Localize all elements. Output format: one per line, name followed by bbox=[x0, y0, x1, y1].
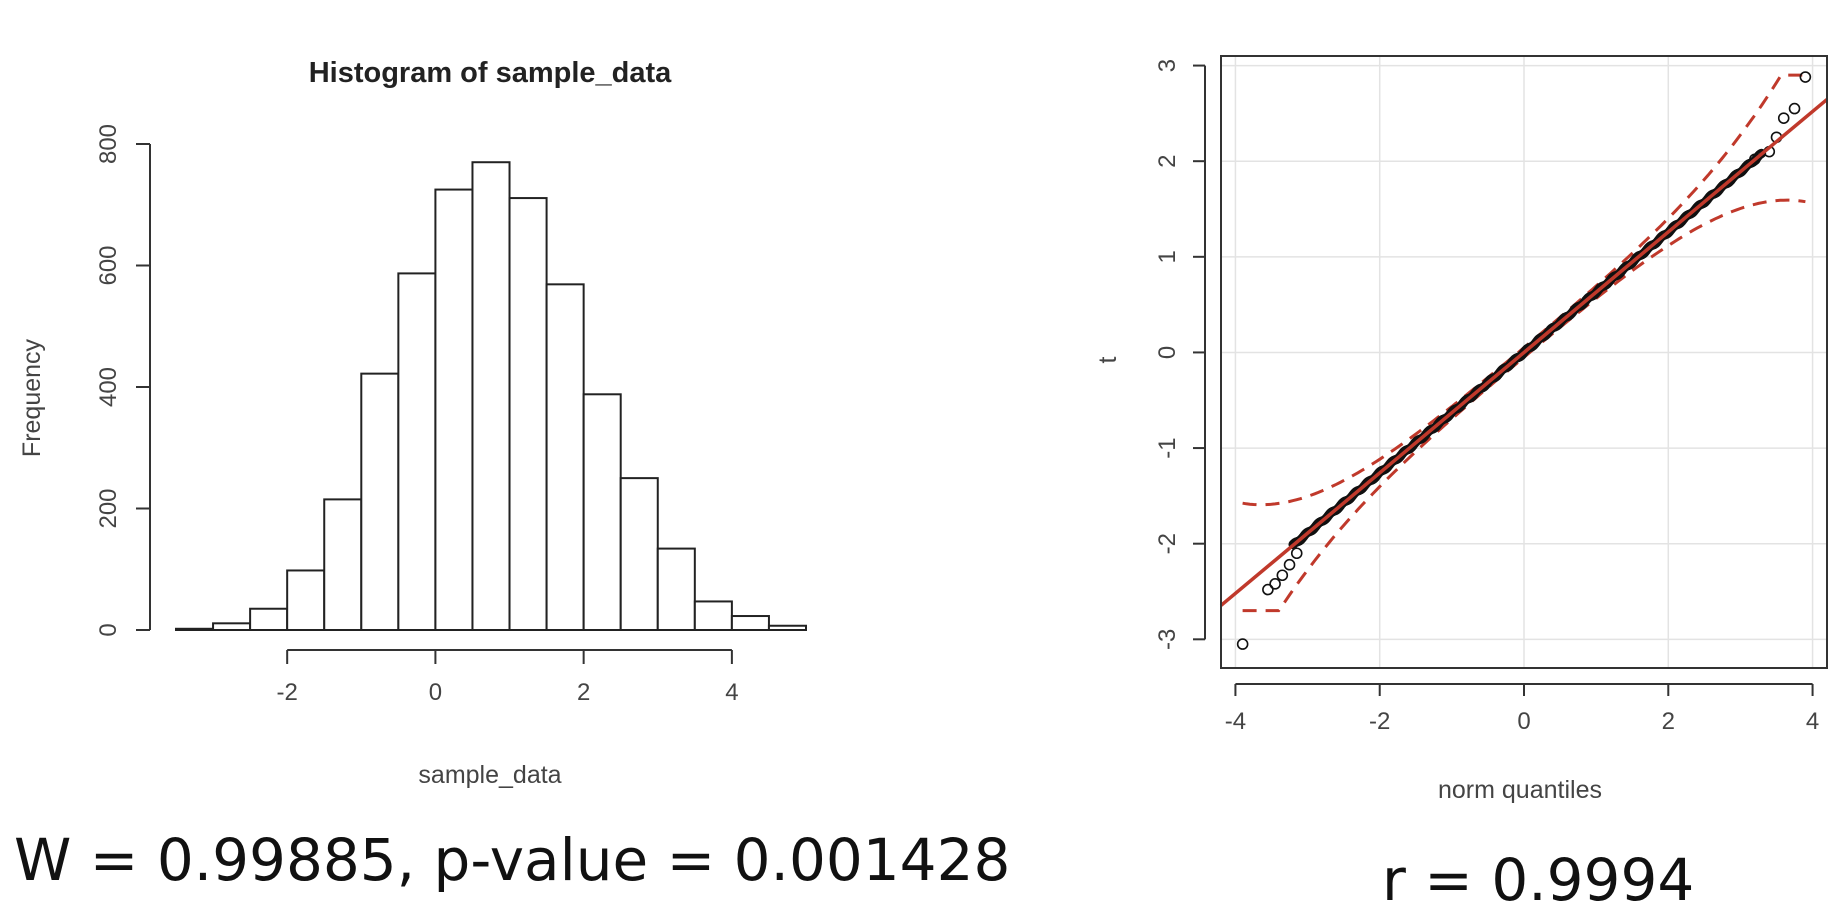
histogram-y-tick-label: 800 bbox=[95, 124, 122, 164]
histogram-bar bbox=[249, 607, 289, 631]
histogram-title: Histogram of sample_data bbox=[309, 57, 672, 89]
histogram-bar bbox=[545, 283, 585, 631]
histogram-y-tick-label: 200 bbox=[95, 488, 122, 528]
qq-x-tick-label: -4 bbox=[1225, 708, 1246, 735]
histogram-bar bbox=[619, 477, 659, 631]
histogram-bar bbox=[471, 161, 511, 631]
qq-x-tick-label: -2 bbox=[1369, 708, 1390, 735]
qq-points bbox=[1236, 71, 1812, 650]
qq-point bbox=[1749, 153, 1761, 166]
qq-reference-line bbox=[1219, 98, 1829, 607]
histogram-bar bbox=[508, 197, 548, 631]
histogram-bars bbox=[175, 161, 807, 632]
qq-point bbox=[1754, 150, 1764, 161]
histogram-bar bbox=[582, 393, 622, 632]
histogram-bar bbox=[397, 272, 437, 631]
histogram-x-tick-label: -2 bbox=[277, 679, 298, 706]
qq-x-axis: -4 -2 0 2 4 bbox=[1225, 683, 1819, 735]
shapiro-test-result: W = 0.99885, p-value = 0.001428 bbox=[14, 826, 1011, 894]
qq-plot-frame bbox=[1220, 55, 1828, 669]
histogram-bar bbox=[323, 498, 363, 632]
qq-point bbox=[1799, 71, 1812, 83]
histogram-bar bbox=[212, 622, 252, 632]
qq-plot: -3 -2 -1 0 1 2 3 -4 -2 0 2 4 t norm quantiles bbox=[1094, 55, 1829, 804]
qq-point bbox=[1262, 583, 1274, 596]
qq-x-label: norm quantiles bbox=[1438, 776, 1602, 804]
qq-y-tick-label: -1 bbox=[1154, 437, 1181, 458]
qq-point bbox=[1788, 102, 1801, 115]
histogram-x-tick-label: 4 bbox=[725, 679, 738, 706]
qq-point bbox=[1290, 547, 1303, 560]
histogram-x-label: sample_data bbox=[418, 761, 561, 789]
correlation-result: r = 0.9994 bbox=[1382, 846, 1695, 914]
qq-x-tick-label: 2 bbox=[1662, 708, 1675, 735]
histogram-x-tick-label: 0 bbox=[429, 679, 442, 706]
qq-x-tick-label: 4 bbox=[1806, 708, 1819, 735]
qq-y-axis: -3 -2 -1 0 1 2 3 bbox=[1154, 59, 1206, 650]
histogram-bar bbox=[175, 627, 215, 631]
histogram-y-label: Frequency bbox=[18, 338, 46, 457]
qq-point bbox=[1777, 112, 1790, 124]
histogram-bar bbox=[730, 615, 770, 632]
qq-y-tick-label: 3 bbox=[1154, 59, 1181, 72]
qq-envelope-lower bbox=[1242, 198, 1806, 613]
histogram-bar bbox=[767, 624, 807, 631]
histogram-bar bbox=[286, 569, 326, 632]
histogram-y-tick-label: 600 bbox=[95, 245, 122, 285]
qq-y-tick-label: 0 bbox=[1154, 346, 1181, 359]
qq-point bbox=[1283, 558, 1296, 571]
qq-point bbox=[1276, 569, 1289, 582]
qq-y-label: t bbox=[1094, 356, 1122, 363]
qq-y-tick-label: -3 bbox=[1154, 629, 1181, 650]
histogram-x-axis: -2 0 2 4 bbox=[277, 649, 739, 706]
histogram-bar bbox=[360, 372, 400, 631]
histogram-bar bbox=[656, 547, 696, 631]
qq-reference-line-path bbox=[1219, 98, 1829, 607]
histogram-y-axis: 0 200 400 600 800 bbox=[95, 124, 151, 637]
qq-point bbox=[1236, 638, 1249, 650]
histogram-y-tick-label: 0 bbox=[95, 623, 122, 636]
qq-point bbox=[1269, 578, 1281, 590]
qq-grid bbox=[1221, 56, 1827, 668]
histogram-chart: Histogram of sample_data 0 200 400 600 800 -… bbox=[18, 57, 807, 789]
histogram-x-tick-label: 2 bbox=[577, 679, 590, 706]
qq-y-tick-label: 2 bbox=[1154, 155, 1181, 168]
histogram-y-tick-label: 400 bbox=[95, 367, 122, 407]
qq-y-tick-label: 1 bbox=[1154, 250, 1181, 263]
histogram-bar bbox=[693, 600, 733, 632]
qq-y-tick-label: -2 bbox=[1154, 533, 1181, 554]
qq-x-tick-label: 0 bbox=[1517, 708, 1530, 735]
histogram-bar bbox=[434, 188, 474, 631]
